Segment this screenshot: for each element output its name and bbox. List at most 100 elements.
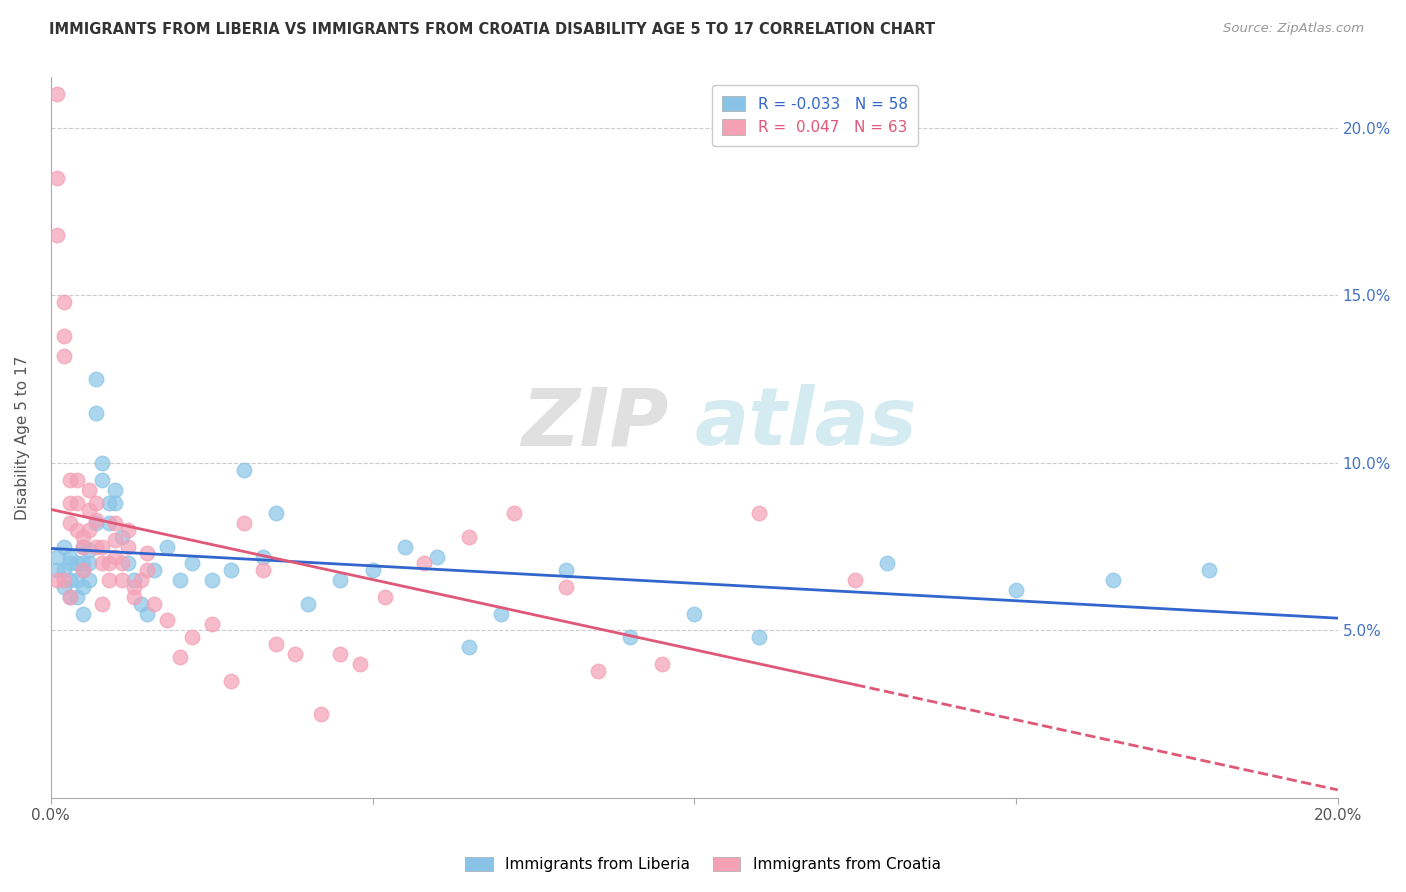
Point: [181, 630, 204, 644]
Point: [361, 563, 384, 577]
Point: [52, 540, 75, 554]
Point: [129, 573, 152, 587]
Point: [169, 573, 191, 587]
Point: [52, 573, 75, 587]
Point: [110, 530, 132, 544]
Legend: R = -0.033   N = 58, R =  0.047   N = 63: R = -0.033 N = 58, R = 0.047 N = 63: [711, 85, 918, 146]
Text: Source: ZipAtlas.com: Source: ZipAtlas.com: [1223, 22, 1364, 36]
Point: [252, 549, 274, 564]
Point: [586, 664, 609, 678]
Point: [91, 597, 114, 611]
Point: [309, 707, 332, 722]
Point: [46, 87, 69, 102]
Point: [79, 503, 101, 517]
Point: [52, 349, 75, 363]
Point: [124, 573, 146, 587]
Point: [201, 616, 224, 631]
Point: [72, 607, 94, 621]
Point: [72, 563, 94, 577]
Y-axis label: Disability Age 5 to 17: Disability Age 5 to 17: [15, 356, 30, 520]
Point: [491, 607, 513, 621]
Point: [59, 549, 82, 564]
Text: atlas: atlas: [695, 384, 917, 462]
Point: [844, 573, 866, 587]
Point: [46, 171, 69, 186]
Point: [219, 673, 242, 688]
Point: [1005, 583, 1028, 598]
Point: [72, 530, 94, 544]
Point: [329, 647, 352, 661]
Point: [65, 473, 87, 487]
Point: [329, 573, 352, 587]
Point: [458, 530, 481, 544]
Point: [72, 580, 94, 594]
Point: [52, 295, 75, 310]
Point: [297, 597, 319, 611]
Point: [84, 513, 107, 527]
Text: IMMIGRANTS FROM LIBERIA VS IMMIGRANTS FROM CROATIA DISABILITY AGE 5 TO 17 CORREL: IMMIGRANTS FROM LIBERIA VS IMMIGRANTS FR…: [49, 22, 935, 37]
Point: [136, 546, 159, 560]
Text: ZIP: ZIP: [522, 384, 669, 462]
Point: [52, 328, 75, 343]
Point: [79, 557, 101, 571]
Point: [59, 516, 82, 531]
Point: [91, 557, 114, 571]
Point: [72, 557, 94, 571]
Point: [65, 590, 87, 604]
Point: [79, 573, 101, 587]
Point: [46, 227, 69, 242]
Point: [104, 533, 127, 547]
Point: [110, 573, 132, 587]
Point: [59, 557, 82, 571]
Point: [72, 540, 94, 554]
Point: [169, 650, 191, 665]
Point: [65, 523, 87, 537]
Point: [52, 563, 75, 577]
Point: [349, 657, 371, 671]
Point: [117, 540, 139, 554]
Point: [426, 549, 449, 564]
Point: [413, 557, 436, 571]
Point: [117, 557, 139, 571]
Point: [142, 597, 165, 611]
Point: [91, 473, 114, 487]
Point: [554, 563, 576, 577]
Point: [104, 516, 127, 531]
Point: [1198, 563, 1220, 577]
Point: [79, 543, 101, 558]
Point: [181, 557, 204, 571]
Point: [91, 540, 114, 554]
Point: [59, 590, 82, 604]
Point: [65, 573, 87, 587]
Point: [97, 496, 120, 510]
Point: [748, 630, 770, 644]
Point: [110, 557, 132, 571]
Point: [264, 506, 287, 520]
Point: [84, 372, 107, 386]
Point: [65, 496, 87, 510]
Point: [124, 580, 146, 594]
Point: [232, 516, 254, 531]
Point: [117, 523, 139, 537]
Point: [84, 406, 107, 420]
Point: [79, 483, 101, 497]
Point: [201, 573, 224, 587]
Point: [104, 483, 127, 497]
Point: [1101, 573, 1123, 587]
Point: [876, 557, 898, 571]
Point: [136, 563, 159, 577]
Point: [104, 496, 127, 510]
Point: [84, 496, 107, 510]
Point: [232, 462, 254, 476]
Point: [264, 637, 287, 651]
Point: [97, 516, 120, 531]
Point: [46, 573, 69, 587]
Point: [52, 580, 75, 594]
Point: [129, 597, 152, 611]
Point: [136, 607, 159, 621]
Point: [59, 473, 82, 487]
Point: [46, 549, 69, 564]
Point: [748, 506, 770, 520]
Point: [394, 540, 416, 554]
Point: [683, 607, 706, 621]
